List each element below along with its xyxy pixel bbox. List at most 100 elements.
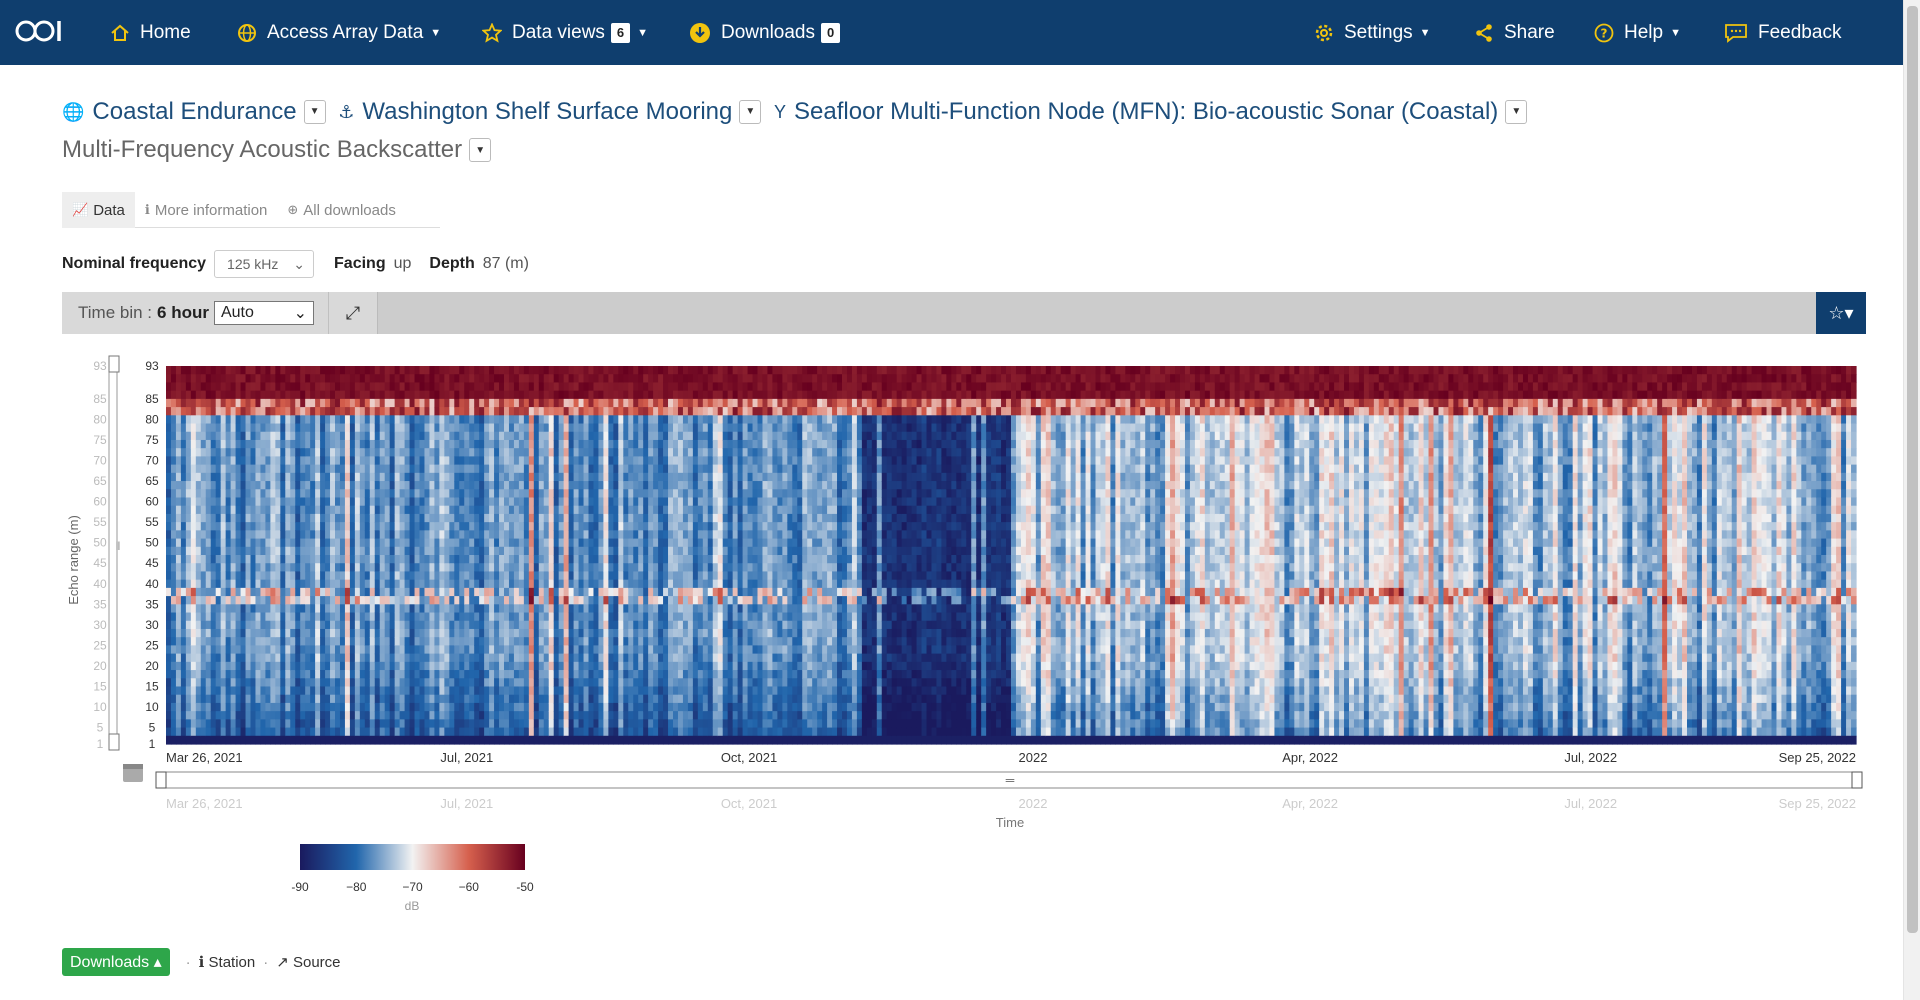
heatmap-cell xyxy=(414,505,421,515)
heatmap-cell xyxy=(608,456,614,466)
heatmap-cell xyxy=(653,472,659,482)
heatmap-cell xyxy=(429,678,436,688)
heatmap-cell xyxy=(653,628,659,638)
heatmap-cell xyxy=(603,563,609,573)
heatmap-cell xyxy=(210,596,217,605)
heatmap-cell xyxy=(618,686,624,696)
heatmap-cell xyxy=(315,390,321,400)
heatmap-cell xyxy=(523,661,530,671)
heatmap-cell xyxy=(489,620,495,630)
heatmap-cell xyxy=(563,398,570,408)
heatmap-cell xyxy=(563,456,570,466)
heatmap-cell xyxy=(618,513,624,523)
heatmap-cell xyxy=(300,538,306,548)
heatmap-cell xyxy=(598,653,605,663)
heatmap-cell xyxy=(504,390,510,400)
heatmap-cell xyxy=(518,390,525,400)
heatmap-cell xyxy=(399,645,406,655)
heatmap-cell xyxy=(250,612,257,622)
heatmap-cell xyxy=(220,620,227,630)
nav-settings[interactable]: Settings ▼ xyxy=(1314,0,1431,65)
heatmap-cell xyxy=(682,563,689,573)
heatmap-cell xyxy=(523,538,530,548)
heatmap-cell xyxy=(320,390,326,400)
facing-value: up xyxy=(393,255,412,272)
heatmap-cell xyxy=(369,407,376,416)
heatmap-cell xyxy=(344,431,351,441)
heatmap-cell xyxy=(339,431,346,441)
heatmap-cell xyxy=(638,407,644,416)
heatmap-cell xyxy=(290,653,296,663)
expand-button[interactable]: ⤢ xyxy=(328,292,378,334)
heatmap-cell xyxy=(379,464,386,474)
heatmap-cell xyxy=(330,571,336,581)
heatmap-cell xyxy=(354,555,361,564)
heatmap-cell xyxy=(548,423,555,433)
heatmap-cell xyxy=(180,686,187,696)
heatmap-cell xyxy=(583,522,590,531)
heatmap-cell xyxy=(310,374,316,384)
nav-access-array-data[interactable]: Access Array Data ▼ xyxy=(237,0,441,65)
heatmap-cell xyxy=(335,382,341,392)
array-dropdown-button[interactable]: ▼ xyxy=(303,100,326,124)
instrument-dropdown-button[interactable]: ▼ xyxy=(469,138,492,162)
heatmap-cell xyxy=(404,439,411,449)
breadcrumb-site[interactable]: ⚓ Washington Shelf Surface Mooring ▼ xyxy=(338,97,762,127)
heatmap-cell xyxy=(210,439,217,449)
favorite-dropdown-button[interactable]: ☆▾ xyxy=(1816,292,1866,334)
breadcrumb-array[interactable]: 🌐 Coastal Endurance ▼ xyxy=(62,97,326,127)
heatmap-cell xyxy=(682,546,689,556)
tab-all-downloads[interactable]: ⊕ All downloads xyxy=(277,192,405,228)
frequency-select[interactable]: 125 kHz ⌄ xyxy=(214,250,315,278)
heatmap-cell xyxy=(190,628,197,638)
heatmap-cell xyxy=(389,546,396,556)
heatmap-cell xyxy=(240,563,247,573)
heatmap-cell xyxy=(444,735,450,745)
nav-home[interactable]: Home xyxy=(110,0,191,65)
heatmap-cells[interactable] xyxy=(166,366,1857,745)
heatmap-cell xyxy=(454,513,460,523)
nav-feedback[interactable]: Feedback xyxy=(1724,0,1841,65)
heatmap-cell xyxy=(384,489,391,499)
heatmap-cell xyxy=(598,472,605,482)
heatmap-cell xyxy=(185,513,192,523)
heatmap-cell xyxy=(668,645,674,655)
heatmap-cell xyxy=(325,489,331,499)
heatmap-cell xyxy=(404,530,411,540)
heatmap-cell xyxy=(205,719,212,729)
scrollbar-thumb[interactable] xyxy=(1907,6,1918,933)
nav-help[interactable]: ? Help ▼ xyxy=(1594,0,1681,65)
site-dropdown-button[interactable]: ▼ xyxy=(739,100,762,124)
time-bin-select[interactable]: Auto ⌄ xyxy=(213,301,314,325)
heatmap-cell xyxy=(563,546,570,556)
heatmap-cell xyxy=(668,366,674,375)
ooi-logo[interactable] xyxy=(14,18,64,49)
heatmap-cell xyxy=(499,702,505,712)
heatmap-cell xyxy=(414,366,421,375)
heatmap-cell xyxy=(578,415,585,425)
heatmap-cell xyxy=(439,481,445,490)
heatmap-cell xyxy=(250,719,257,729)
heatmap-cell xyxy=(533,464,540,474)
node-dropdown-button[interactable]: ▼ xyxy=(1505,100,1528,124)
heatmap-cell xyxy=(568,670,575,679)
heatmap-cell xyxy=(170,415,177,425)
heatmap-cell xyxy=(339,702,346,712)
heatmap-cell xyxy=(563,415,570,425)
heatmap-cell xyxy=(344,604,351,614)
heatmap-cell xyxy=(285,472,291,482)
breadcrumb-node[interactable]: Y Seafloor Multi-Function Node (MFN): Bi… xyxy=(774,97,1528,127)
nav-share[interactable]: Share xyxy=(1474,0,1555,65)
heatmap-cell xyxy=(414,719,421,729)
page-scrollbar[interactable] xyxy=(1903,0,1920,1000)
heatmap-cell xyxy=(533,530,540,540)
heatmap-cell xyxy=(310,464,316,474)
heatmap-cell xyxy=(414,374,421,384)
nav-data-views[interactable]: Data views 6 ▼ xyxy=(482,0,648,65)
heatmap-cell xyxy=(399,464,406,474)
heatmap-cell xyxy=(454,555,460,564)
heatmap-cell xyxy=(573,464,580,474)
nav-downloads[interactable]: Downloads 0 xyxy=(689,0,841,65)
tab-more-information[interactable]: ℹ More information xyxy=(135,192,278,228)
tab-data[interactable]: 📈 Data xyxy=(62,192,135,228)
